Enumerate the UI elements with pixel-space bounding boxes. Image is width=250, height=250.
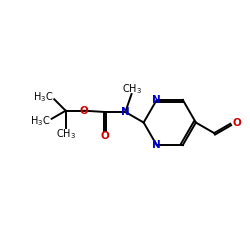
Text: CH$_3$: CH$_3$ [56, 127, 76, 141]
Text: O: O [80, 106, 89, 116]
Text: CH$_3$: CH$_3$ [122, 83, 142, 96]
Text: O: O [101, 131, 110, 141]
Text: O: O [232, 118, 241, 128]
Text: H$_3$C: H$_3$C [30, 114, 51, 128]
Text: N: N [152, 140, 161, 150]
Text: N: N [121, 107, 130, 117]
Text: N: N [152, 95, 161, 105]
Text: H$_3$C: H$_3$C [33, 90, 53, 104]
